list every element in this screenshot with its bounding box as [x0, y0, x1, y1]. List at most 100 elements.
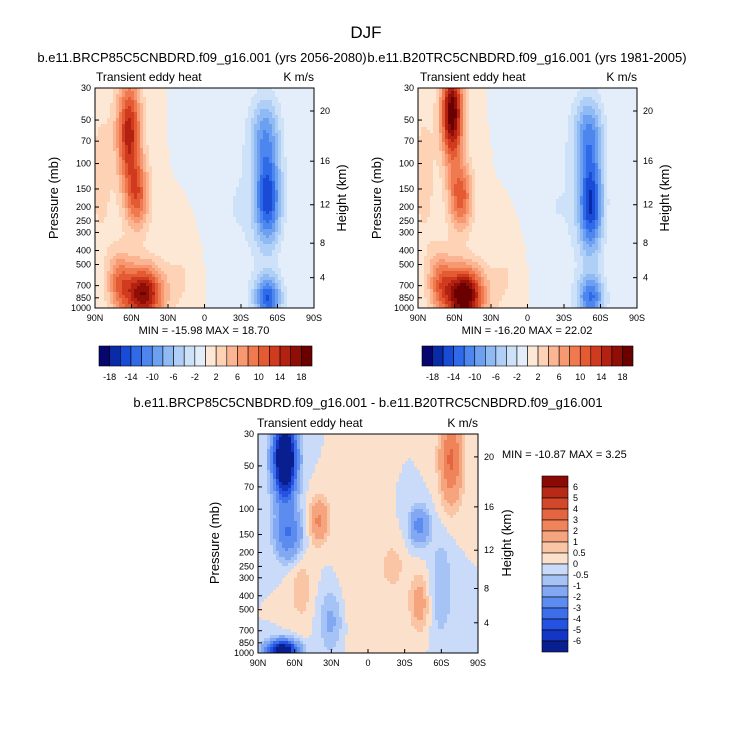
contour-cell	[128, 184, 132, 188]
contour-cell	[239, 199, 243, 203]
contour-cell	[185, 202, 189, 206]
contour-cell	[140, 190, 144, 194]
contour-cell	[146, 187, 150, 191]
contour-cell	[137, 304, 141, 308]
contour-cell	[170, 199, 174, 203]
contour-cell	[167, 232, 171, 236]
contour-cell	[125, 118, 129, 122]
contour-cell	[212, 211, 216, 215]
contour-cell	[221, 229, 225, 233]
contour-cell	[116, 130, 120, 134]
contour-cell	[98, 289, 102, 293]
contour-cell	[146, 223, 150, 227]
contour-cell	[287, 112, 291, 116]
contour-cell	[134, 268, 138, 272]
contour-cell	[272, 169, 276, 173]
contour-cell	[275, 118, 279, 122]
contour-cell	[101, 289, 105, 293]
contour-cell	[218, 256, 222, 260]
contour-cell	[293, 127, 297, 131]
contour-cell	[266, 265, 270, 269]
contour-cell	[194, 241, 198, 245]
contour-cell	[245, 178, 249, 182]
contour-cell	[212, 88, 216, 92]
contour-cell	[119, 235, 123, 239]
contour-cell	[164, 274, 168, 278]
contour-cell	[98, 199, 102, 203]
contour-cell	[131, 163, 135, 167]
contour-cell	[140, 199, 144, 203]
contour-cell	[275, 205, 279, 209]
contour-cell	[137, 184, 141, 188]
contour-cell	[140, 91, 144, 95]
contour-cell	[116, 166, 120, 170]
contour-cell	[293, 106, 297, 110]
contour-cell	[254, 262, 258, 266]
contour-cell	[245, 103, 249, 107]
contour-cell	[149, 163, 153, 167]
contour-cell	[251, 94, 255, 98]
contour-cell	[239, 157, 243, 161]
contour-cell	[281, 301, 285, 305]
contour-cell	[107, 298, 111, 302]
contour-cell	[266, 133, 270, 137]
contour-cell	[263, 187, 267, 191]
contour-cell	[209, 217, 213, 221]
contour-cell	[197, 172, 201, 176]
contour-cell	[167, 274, 171, 278]
contour-cell	[107, 124, 111, 128]
contour-cell	[146, 283, 150, 287]
contour-cell	[122, 106, 126, 110]
contour-cell	[290, 109, 294, 113]
contour-cell	[245, 184, 249, 188]
contour-cell	[275, 121, 279, 125]
contour-cell	[170, 298, 174, 302]
contour-cell	[257, 94, 261, 98]
contour-cell	[227, 187, 231, 191]
contour-cell	[155, 139, 159, 143]
contour-cell	[197, 175, 201, 179]
contour-cell	[293, 223, 297, 227]
contour-cell	[131, 169, 135, 173]
contour-cell	[287, 286, 291, 290]
contour-cell	[251, 121, 255, 125]
contour-cell	[269, 214, 273, 218]
contour-cell	[227, 241, 231, 245]
contour-cell	[179, 220, 183, 224]
contour-cell	[233, 220, 237, 224]
contour-cell	[233, 250, 237, 254]
contour-cell	[134, 127, 138, 131]
contour-cell	[167, 151, 171, 155]
contour-cell	[251, 154, 255, 158]
contour-cell	[236, 244, 240, 248]
contour-cell	[119, 199, 123, 203]
contour-cell	[236, 229, 240, 233]
contour-cell	[104, 232, 108, 236]
contour-cell	[206, 241, 210, 245]
contour-cell	[227, 226, 231, 230]
contour-cell	[122, 103, 126, 107]
contour-cell	[116, 286, 120, 290]
contour-cell	[104, 136, 108, 140]
contour-cell	[146, 271, 150, 275]
contour-cell	[209, 268, 213, 272]
contour-cell	[158, 301, 162, 305]
contour-cell	[101, 241, 105, 245]
contour-cell	[284, 286, 288, 290]
contour-cell	[164, 298, 168, 302]
contour-cell	[278, 214, 282, 218]
contour-cell	[146, 214, 150, 218]
contour-cell	[218, 211, 222, 215]
contour-cell	[155, 166, 159, 170]
contour-cell	[218, 286, 222, 290]
contour-cell	[263, 142, 267, 146]
contour-cell	[146, 124, 150, 128]
contour-cell	[293, 220, 297, 224]
contour-cell	[278, 211, 282, 215]
contour-cell	[167, 139, 171, 143]
contour-cell	[119, 202, 123, 206]
contour-cell	[287, 289, 291, 293]
contour-cell	[266, 94, 270, 98]
contour-cell	[137, 253, 141, 257]
contour-cell	[98, 157, 102, 161]
